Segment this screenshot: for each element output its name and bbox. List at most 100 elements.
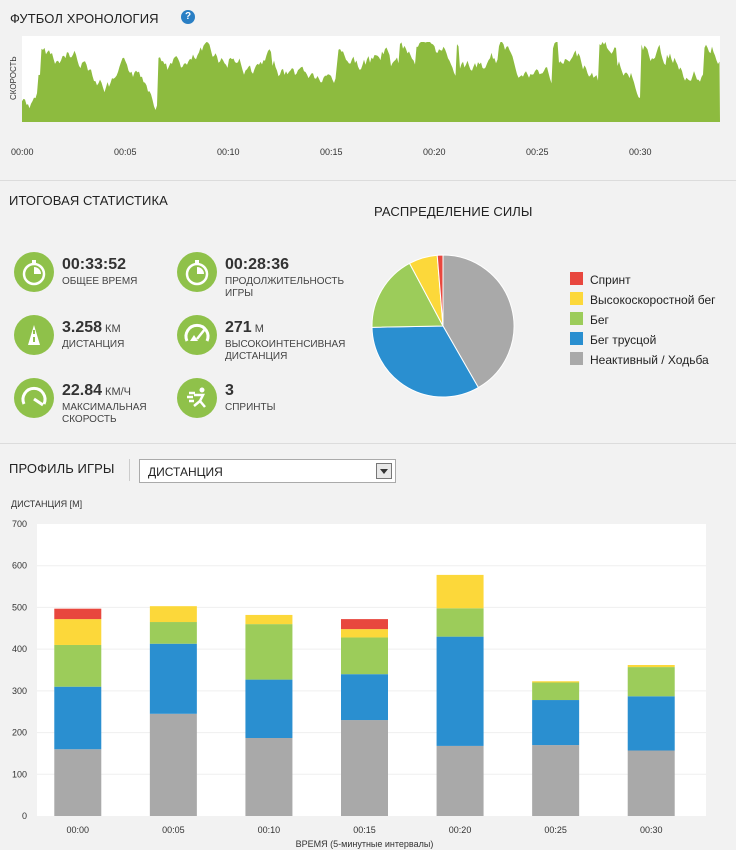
bar-segment[interactable] [149,606,197,623]
stat-value-text: 22.84 [62,382,103,399]
divider-1 [0,180,736,181]
select-value: ДИСТАНЦИЯ [148,465,223,479]
stat-value: 3.258 КМ [62,319,121,337]
bar-segment[interactable] [436,608,484,637]
pie-slice[interactable] [371,262,444,328]
stat-unit: М [254,323,264,335]
stat-value: 00:28:36 [225,256,289,274]
stat-label: СПРИНТЫ [225,402,276,413]
profile-title: ПРОФИЛЬ ИГРЫ [9,461,115,476]
profile-bar-chart: 0 100 200 300 400 500 600 700 00:00 00:05 00:10 00:… [12,519,706,849]
legend-item: Бег трусцой [590,333,657,347]
timeline-tick-label: 00:05 [114,147,137,157]
stat-value-text: 3 [225,382,234,399]
bar-segment[interactable] [149,713,197,816]
pie-slice[interactable] [442,254,515,389]
timeline-title: ФУТБОЛ ХРОНОЛОГИЯ [10,11,159,26]
stat-label: ПРОДОЛЖИТЕЛЬНОСТЬ ИГРЫ [225,276,345,299]
summary-title: ИТОГОВАЯ СТАТИСТИКА [9,193,168,208]
x-tick-label: 00:15 [353,825,376,835]
x-axis-label: ВРЕМЯ (5-минутные интервалы) [296,839,434,849]
help-icon[interactable]: ? [181,10,195,24]
high-intensity-icon [177,315,217,355]
bar-segment[interactable] [532,681,580,683]
y-tick-label: 300 [12,686,27,696]
stat-value: 22.84 КМ/Ч [62,382,131,400]
stopwatch-icon [14,252,54,292]
bar-segment[interactable] [627,664,675,668]
legend-item: Бег [590,313,609,327]
bar-segment[interactable] [341,674,388,721]
divider-2 [0,443,736,444]
stat-value-text: 3.258 [62,319,103,336]
bar-segment[interactable] [436,745,484,816]
bar-segment[interactable] [54,608,102,620]
sprint-runner-icon [177,378,217,418]
timeline-tick-label: 00:15 [320,147,343,157]
pie-slice[interactable] [371,325,480,398]
y-tick-label: 600 [12,561,27,571]
bar-segment[interactable] [54,644,102,687]
profile-metric-select[interactable]: ДИСТАНЦИЯ [139,459,396,483]
timeline-chart: СКОРОСТЬ 00:00 00:05 00:10 00:15 00:20 00:25 0… [9,36,720,157]
stopwatch-icon [177,252,217,292]
timeline-tick-label: 00:30 [629,147,652,157]
stat-label: ВЫСОКОИНТЕНСИВНАЯ ДИСТАНЦИЯ [225,339,346,362]
timeline-tick-label: 00:25 [526,147,549,157]
y-tick-label: 100 [12,769,27,779]
bar-segment[interactable] [245,614,293,625]
bar-segment[interactable] [627,696,675,751]
bar-segment[interactable] [245,679,293,738]
stat-value: 00:33:52 [62,256,126,274]
bar-segment[interactable] [341,637,388,675]
stat-unit: КМ/Ч [105,386,132,398]
bar-segment[interactable] [436,636,484,746]
bar-segment[interactable] [627,667,675,697]
title-separator [129,459,130,481]
bar-segment[interactable] [149,622,197,644]
speedometer-icon [14,378,54,418]
distance-road-icon [14,315,54,355]
speed-area [22,42,720,122]
bar-segment[interactable] [341,619,388,630]
bar-segment[interactable] [532,700,580,746]
legend-swatch [570,312,583,325]
x-tick-label: 00:30 [640,825,663,835]
stat-value-text: 00:28:36 [225,256,290,273]
x-tick-label: 00:05 [162,825,185,835]
stat-value: 3 [225,382,234,400]
x-tick-label: 00:10 [258,825,281,835]
bar-segment[interactable] [54,749,102,816]
timeline-tick-label: 00:10 [217,147,240,157]
stat-value: 271 М [225,319,264,337]
y-tick-label: 0 [22,811,27,821]
y-tick-label: 700 [12,519,27,529]
bar-segment[interactable] [54,686,102,750]
legend-item: Спринт [590,273,631,287]
bar-segment[interactable] [245,624,293,680]
bar-segment[interactable] [54,619,102,645]
force-pie-chart [371,254,515,398]
legend-swatch [570,332,583,345]
timeline-tick-label: 00:00 [11,147,34,157]
chevron-down-icon[interactable] [376,463,392,479]
y-tick-label: 200 [12,728,27,738]
stat-value-text: 271 [225,319,252,336]
bar-segment[interactable] [149,643,197,714]
stat-label: МАКСИМАЛЬНАЯ СКОРОСТЬ [62,402,147,425]
bar-segment[interactable] [341,629,388,638]
x-tick-label: 00:25 [544,825,567,835]
bar-segment[interactable] [627,750,675,816]
legend-swatch [570,292,583,305]
bar-segment[interactable] [245,737,293,816]
y-axis-label-text: ДИСТАНЦИЯ [М] [11,499,83,509]
legend-swatch [570,352,583,365]
bar-segment[interactable] [436,574,484,609]
timeline-ylabel: СКОРОСТЬ [9,56,18,100]
bar-segment[interactable] [341,720,388,816]
bar-segment[interactable] [532,745,580,816]
bar-segment[interactable] [532,682,580,701]
pie-slice[interactable] [436,254,444,327]
x-tick-label: 00:20 [449,825,472,835]
y-tick-label: 500 [12,602,27,612]
